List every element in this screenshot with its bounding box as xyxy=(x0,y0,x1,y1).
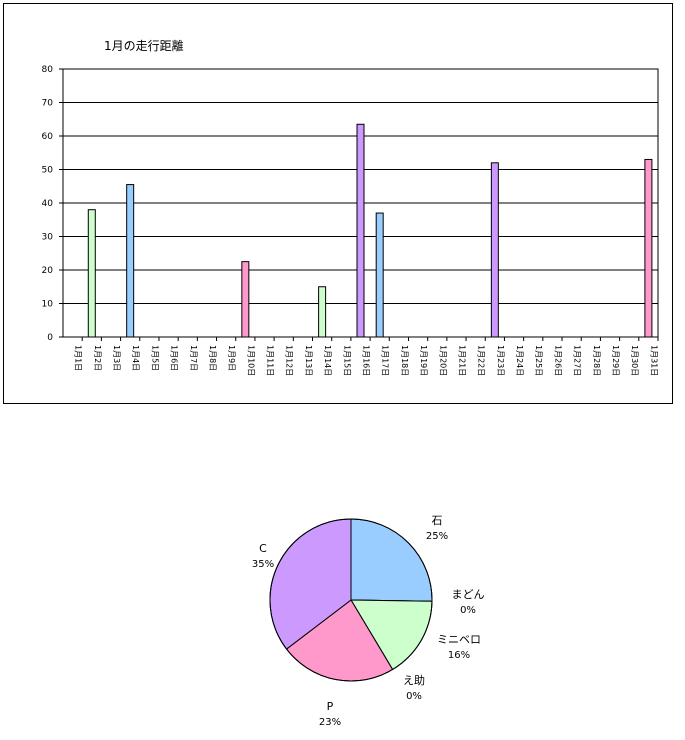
bar xyxy=(644,158,653,338)
x-tick-label: 1月1日 xyxy=(74,345,83,371)
x-tick-label: 1月6日 xyxy=(170,345,179,371)
x-tick-label: 1月16日 xyxy=(362,345,371,376)
x-tick-label: 1月28日 xyxy=(592,345,601,376)
x-tick-label: 1月19日 xyxy=(419,345,428,376)
x-tick-label: 1月3日 xyxy=(112,345,121,371)
y-tick-label: 70 xyxy=(42,99,54,109)
y-tick-label: 10 xyxy=(42,300,54,310)
pie-slice-label: まどん xyxy=(452,588,485,601)
pie-slice-label: P xyxy=(327,700,334,713)
x-tick-label: 1月26日 xyxy=(553,345,562,376)
y-tick-label: 20 xyxy=(42,266,54,276)
bar xyxy=(318,286,327,338)
pie-slice-percent: 23% xyxy=(319,717,341,728)
pie-slice-label: C xyxy=(259,542,267,555)
bar xyxy=(356,123,365,338)
x-tick-label: 1月15日 xyxy=(342,345,351,376)
bar-chart-frame: 1月の走行距離 0 10 20 30 40 50 60 70 80 1月1日 1月2日 1月3日 1月… xyxy=(3,3,673,404)
y-tick-label: 40 xyxy=(42,199,54,209)
pie-slice-percent: 0% xyxy=(406,691,422,702)
y-tick-label: 60 xyxy=(42,132,54,142)
y-tick-label: 30 xyxy=(42,233,54,243)
x-tick-label: 1月29日 xyxy=(611,345,620,376)
bar xyxy=(241,261,250,338)
x-tick-label: 1月23日 xyxy=(496,345,505,376)
x-tick-label: 1月13日 xyxy=(304,345,313,376)
pie-slice-percent: 0% xyxy=(460,605,476,616)
x-tick-label: 1月21日 xyxy=(457,345,466,376)
y-tick-label: 0 xyxy=(47,333,53,343)
x-tick-label: 1月18日 xyxy=(400,345,409,376)
x-tick-label: 1月22日 xyxy=(477,345,486,376)
x-tick-label: 1月27日 xyxy=(573,345,582,376)
x-tick-label: 1月31日 xyxy=(649,345,658,376)
pie-slice xyxy=(350,518,433,602)
x-tick-label: 1月9日 xyxy=(227,345,236,371)
bar-chart: 1月の走行距離 0 10 20 30 40 50 60 70 80 1月1日 1月2日 1月3日 1月… xyxy=(42,39,659,376)
x-tick-label: 1月10日 xyxy=(246,345,255,376)
y-tick-label: 50 xyxy=(42,166,54,176)
x-tick-label: 1月14日 xyxy=(323,345,332,376)
x-tick-label: 1月5日 xyxy=(150,345,159,371)
bar xyxy=(126,184,135,338)
bar xyxy=(375,212,384,338)
x-tick-label: 1月8日 xyxy=(208,345,217,371)
x-tick-label: 1月17日 xyxy=(381,345,390,376)
x-tick-label: 1月20日 xyxy=(438,345,447,376)
x-tick-label: 1月25日 xyxy=(534,345,543,376)
bar xyxy=(87,209,96,338)
x-tick-label: 1月4日 xyxy=(131,345,140,371)
x-tick-label: 1月2日 xyxy=(93,345,102,371)
x-tick-label: 1月12日 xyxy=(285,345,294,376)
x-tick-label: 1月7日 xyxy=(189,345,198,371)
y-tick-label: 80 xyxy=(42,65,54,75)
pie-slice-label: え助 xyxy=(403,673,425,687)
pie-slice-percent: 25% xyxy=(426,531,448,542)
x-tick-label: 1月30日 xyxy=(630,345,639,376)
bar xyxy=(490,162,499,338)
pie-slice-label: 石 xyxy=(432,514,443,527)
x-tick-label: 1月11日 xyxy=(266,345,275,376)
x-tick-label: 1月24日 xyxy=(515,345,524,376)
pie-slice-label: ミニベロ xyxy=(437,633,481,646)
pie-slice-percent: 35% xyxy=(252,559,274,570)
pie-outline xyxy=(269,518,433,682)
pie-slice-percent: 16% xyxy=(448,650,470,661)
bar-chart-title: 1月の走行距離 xyxy=(104,39,184,53)
